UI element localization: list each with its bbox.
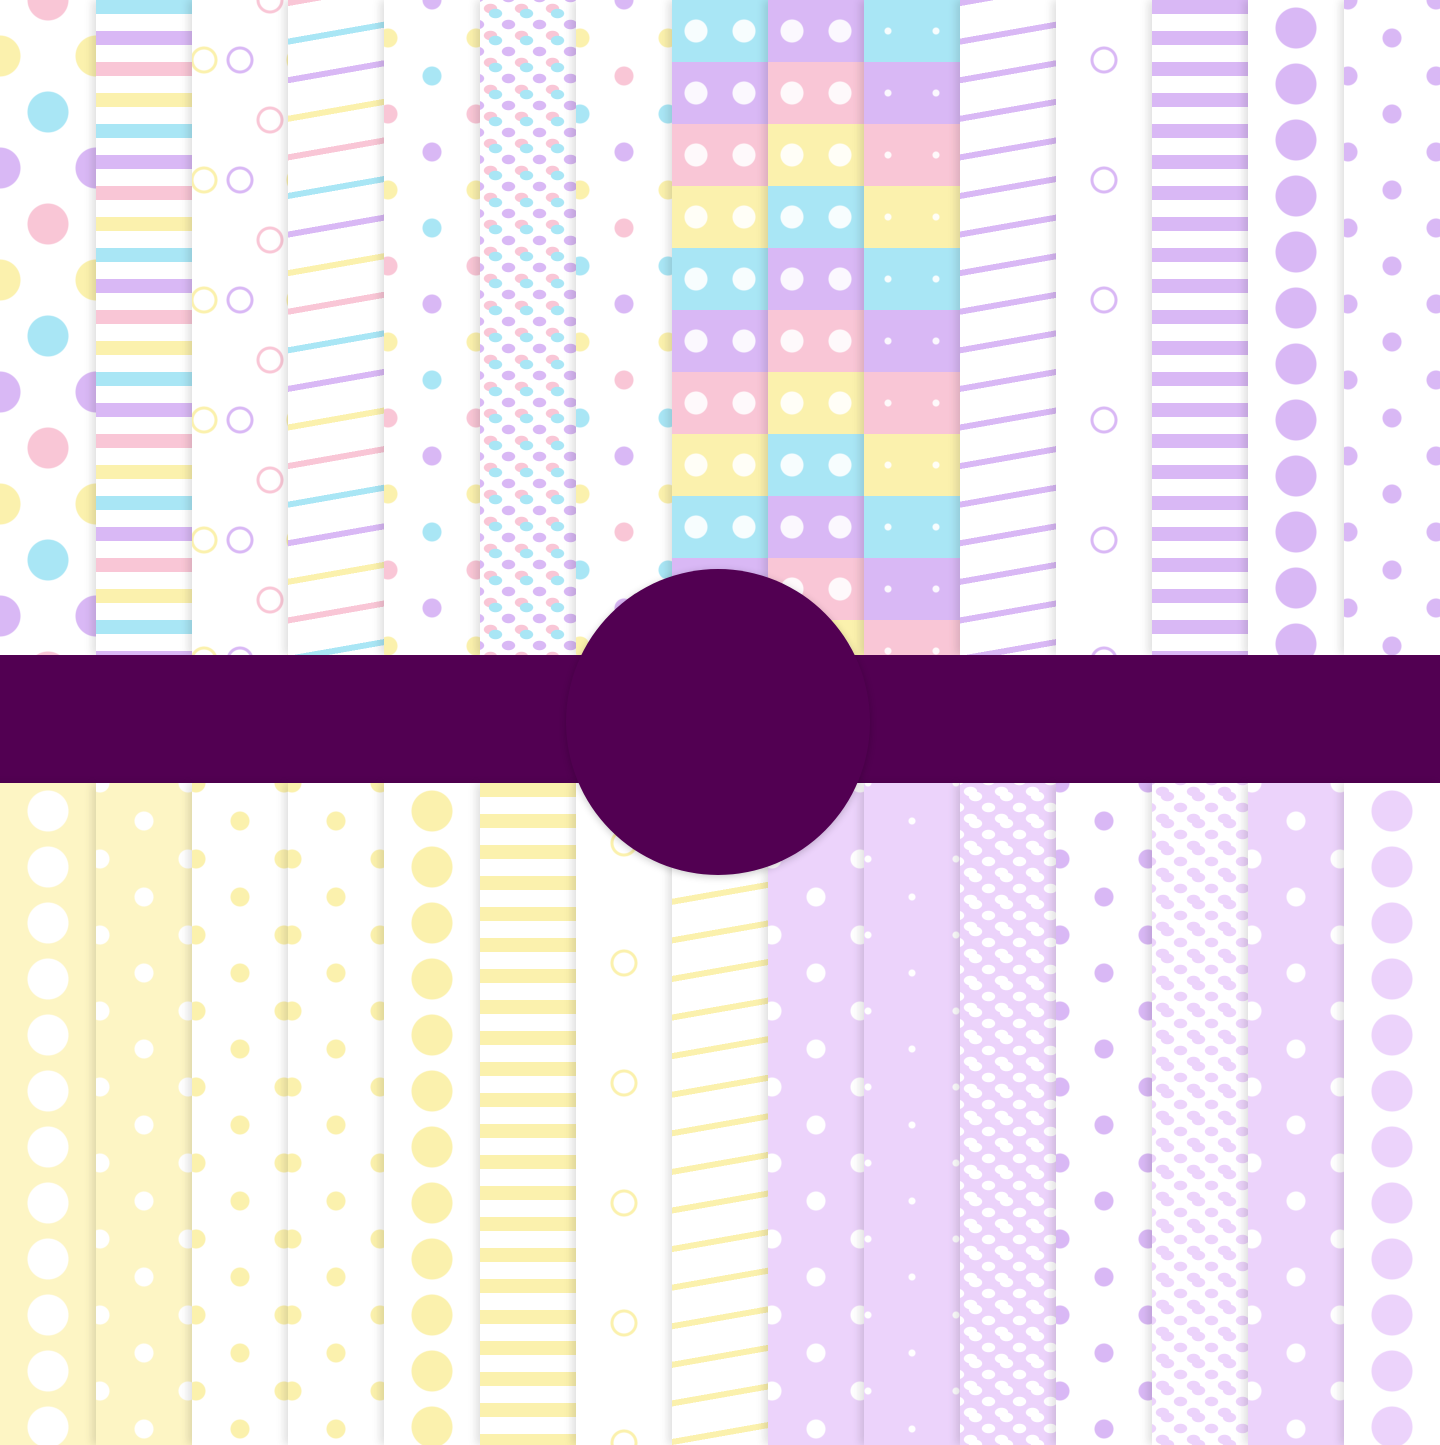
bottom-paper-dots xyxy=(1344,783,1440,1445)
top-paper-stripes xyxy=(96,0,192,655)
bottom-paper-confetti xyxy=(1152,783,1248,1445)
bottom-paper-scribbles xyxy=(576,783,672,1445)
bottom-paper-hearts xyxy=(1056,783,1152,1445)
bottom-paper-dots xyxy=(0,783,96,1445)
bottom-paper-waves xyxy=(672,783,768,1445)
top-paper-hearts xyxy=(384,0,480,655)
bottom-paper-hearts xyxy=(288,783,384,1445)
top-paper-waves xyxy=(960,0,1056,655)
bottom-paper-hearts xyxy=(768,783,864,1445)
bottom-paper-hearts xyxy=(1248,783,1344,1445)
top-paper-wide-stripes-dots xyxy=(768,0,864,655)
top-paper-hearts xyxy=(576,0,672,655)
top-paper-wide-stripes-hearts xyxy=(672,0,768,655)
top-paper-hearts xyxy=(1344,0,1440,655)
top-paper-dots xyxy=(0,0,96,655)
center-seal xyxy=(566,569,870,875)
top-paper-scribbles xyxy=(192,0,288,655)
top-paper-row xyxy=(0,0,1440,655)
top-paper-confetti xyxy=(480,0,576,655)
top-paper-wide-stripes-sparkles xyxy=(864,0,960,655)
bottom-paper-hearts xyxy=(192,783,288,1445)
bottom-paper-hearts xyxy=(96,783,192,1445)
bottom-paper-stripes xyxy=(480,783,576,1445)
bottom-paper-confetti xyxy=(960,783,1056,1445)
top-paper-stripes xyxy=(1152,0,1248,655)
top-paper-waves xyxy=(288,0,384,655)
top-paper-scribbles xyxy=(1056,0,1152,655)
bottom-paper-sparkles xyxy=(864,783,960,1445)
bottom-paper-row xyxy=(0,783,1440,1445)
top-paper-dots xyxy=(1248,0,1344,655)
bottom-paper-dots xyxy=(384,783,480,1445)
